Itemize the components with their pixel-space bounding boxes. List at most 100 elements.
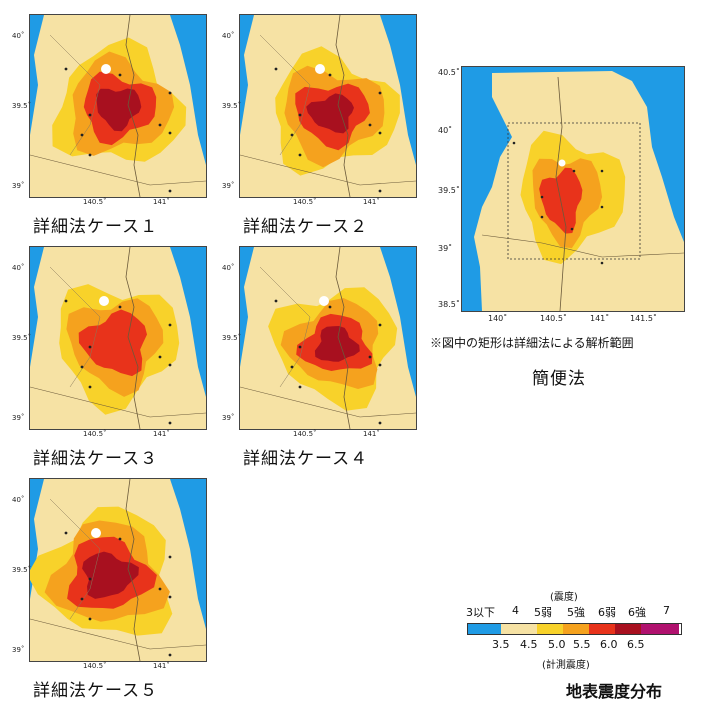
city-dot bbox=[600, 205, 604, 209]
lon-tick-label: 141˚ bbox=[153, 198, 170, 206]
map-simple bbox=[461, 66, 685, 312]
lat-tick-label: 38.5˚ bbox=[438, 300, 460, 309]
city-dot bbox=[88, 153, 92, 157]
legend-class-label: 6強 bbox=[628, 606, 646, 619]
map-case-4 bbox=[239, 246, 417, 430]
map-svg-case-4 bbox=[240, 247, 416, 429]
lat-tick-label: 40˚ bbox=[12, 496, 25, 504]
legend-swatch bbox=[641, 624, 679, 634]
city-dot bbox=[378, 131, 382, 135]
lat-tick-label: 40˚ bbox=[222, 264, 235, 272]
intensity-zone-4 bbox=[306, 93, 354, 134]
epicenter-marker bbox=[558, 159, 566, 167]
map-case-5 bbox=[29, 478, 207, 662]
city-dot bbox=[378, 189, 382, 193]
boundary-line bbox=[240, 386, 416, 418]
legend-value-label: 3.5 bbox=[492, 638, 510, 651]
epicenter-marker bbox=[315, 64, 325, 74]
city-dot bbox=[328, 73, 332, 77]
caption-case-1: 詳細法ケース１ bbox=[33, 217, 159, 237]
epicenter-marker bbox=[99, 296, 109, 306]
legend-class-label: 6弱 bbox=[598, 606, 616, 619]
lat-tick-label: 39˚ bbox=[12, 182, 25, 190]
lon-tick-label: 141˚ bbox=[153, 662, 170, 670]
city-dot bbox=[118, 537, 122, 541]
lat-tick-label: 39˚ bbox=[438, 244, 453, 253]
lat-tick-label: 39.5˚ bbox=[12, 566, 32, 574]
lat-tick-label: 40˚ bbox=[222, 32, 235, 40]
legend-class-label: 4 bbox=[512, 604, 519, 617]
city-dot bbox=[290, 365, 294, 369]
boundary-line bbox=[30, 386, 206, 418]
lon-tick-label: 141˚ bbox=[363, 430, 380, 438]
city-dot bbox=[168, 323, 172, 327]
city-dot bbox=[158, 587, 162, 591]
city-dot bbox=[378, 91, 382, 95]
city-dot bbox=[168, 363, 172, 367]
legend-swatch bbox=[537, 624, 563, 634]
city-dot bbox=[88, 385, 92, 389]
lat-tick-label: 39˚ bbox=[222, 414, 235, 422]
lat-tick-label: 39˚ bbox=[222, 182, 235, 190]
caption-case-2: 詳細法ケース２ bbox=[243, 217, 369, 237]
lat-tick-label: 40˚ bbox=[438, 126, 453, 135]
city-dot bbox=[570, 227, 574, 231]
city-dot bbox=[80, 133, 84, 137]
legend-swatch bbox=[468, 624, 501, 634]
lon-tick-label: 141˚ bbox=[590, 314, 610, 323]
figure-title: 地表震度分布 bbox=[566, 682, 663, 701]
city-dot bbox=[88, 617, 92, 621]
boundary-line bbox=[240, 154, 416, 186]
lon-tick-label: 140.5˚ bbox=[83, 198, 107, 206]
city-dot bbox=[368, 355, 372, 359]
caption-case-5: 詳細法ケース５ bbox=[33, 681, 159, 701]
city-dot bbox=[328, 305, 332, 309]
city-dot bbox=[168, 131, 172, 135]
city-dot bbox=[540, 215, 544, 219]
city-dot bbox=[298, 113, 302, 117]
legend-swatch bbox=[589, 624, 615, 634]
map-case-1 bbox=[29, 14, 207, 198]
city-dot bbox=[378, 363, 382, 367]
city-dot bbox=[378, 323, 382, 327]
legend-bottom-label: (計測震度) bbox=[542, 660, 590, 671]
city-dot bbox=[168, 595, 172, 599]
legend-swatch bbox=[501, 624, 537, 634]
map-svg-case-5 bbox=[30, 479, 206, 661]
map-svg-case-1 bbox=[30, 15, 206, 197]
epicenter-marker bbox=[91, 528, 101, 538]
prefecture-boundary bbox=[555, 76, 567, 311]
city-dot bbox=[158, 355, 162, 359]
caption-case-4: 詳細法ケース４ bbox=[243, 449, 369, 469]
prefecture-boundary bbox=[335, 15, 351, 197]
city-dot bbox=[168, 189, 172, 193]
map-case-2 bbox=[239, 14, 417, 198]
lon-tick-label: 140.5˚ bbox=[83, 430, 107, 438]
lat-tick-label: 39.5˚ bbox=[438, 186, 460, 195]
legend-swatch bbox=[563, 624, 589, 634]
lon-tick-label: 141˚ bbox=[363, 198, 380, 206]
city-dot bbox=[168, 91, 172, 95]
legend-value-label: 5.0 bbox=[548, 638, 566, 651]
lon-tick-label: 141˚ bbox=[153, 430, 170, 438]
simple-note: ※図中の矩形は詳細法による解析範囲 bbox=[430, 336, 634, 350]
lon-tick-label: 140.5˚ bbox=[293, 198, 317, 206]
city-dot bbox=[88, 113, 92, 117]
legend-swatch bbox=[615, 624, 641, 634]
legend-value-label: 6.5 bbox=[627, 638, 645, 651]
lon-tick-label: 140.5˚ bbox=[293, 430, 317, 438]
city-dot bbox=[64, 299, 68, 303]
city-dot bbox=[378, 421, 382, 425]
legend-value-label: 4.5 bbox=[520, 638, 538, 651]
analysis-area-rectangle bbox=[507, 122, 641, 260]
boundary-line bbox=[30, 154, 206, 186]
lat-tick-label: 39.5˚ bbox=[222, 334, 242, 342]
legend-value-label: 5.5 bbox=[573, 638, 591, 651]
boundary-line bbox=[481, 234, 684, 258]
map-svg-case-2 bbox=[240, 15, 416, 197]
city-dot bbox=[298, 385, 302, 389]
city-dot bbox=[80, 365, 84, 369]
city-dot bbox=[168, 555, 172, 559]
boundary-line bbox=[30, 618, 206, 650]
city-dot bbox=[298, 153, 302, 157]
